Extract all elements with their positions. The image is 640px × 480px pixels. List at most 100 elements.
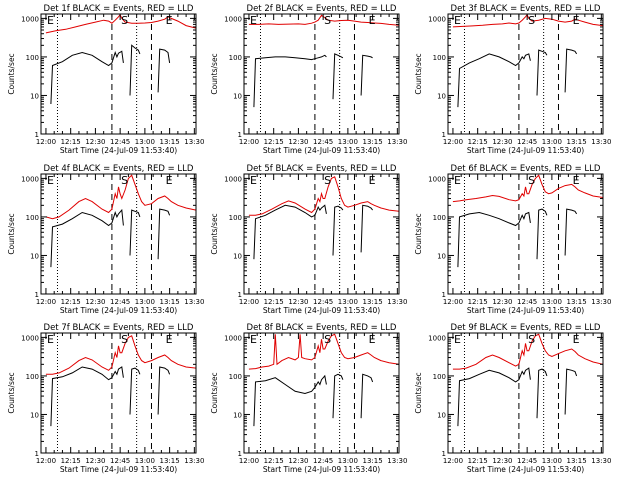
- panel-title: Det 1f BLACK = Events, RED = LLD: [44, 4, 194, 14]
- lld-series-line: [45, 13, 197, 34]
- x-tick-label: 13:30: [591, 457, 611, 465]
- events-series-line: [129, 367, 141, 415]
- x-tick-label: 13:30: [387, 457, 407, 465]
- x-tick-label: 13:15: [160, 138, 180, 146]
- y-tick-label: 1: [238, 450, 242, 458]
- y-tick-label: 1: [442, 450, 446, 458]
- y-tick-label: 1000: [428, 15, 446, 23]
- plot-frame: [447, 173, 604, 295]
- events-series-line: [253, 54, 327, 108]
- lld-series-line: [248, 176, 400, 216]
- x-tick-label: 12:45: [110, 298, 130, 306]
- panel-title: Det 3f BLACK = Events, RED = LLD: [451, 4, 601, 14]
- marker-label: E: [250, 14, 257, 27]
- x-tick-label: 12:30: [492, 298, 512, 306]
- x-tick-label: 12:45: [110, 457, 130, 465]
- events-series-line: [564, 368, 578, 415]
- plot-frame: [243, 332, 400, 454]
- events-series-line: [253, 204, 327, 260]
- y-tick-label: 1000: [224, 175, 242, 183]
- y-tick-label: 1: [238, 291, 242, 299]
- y-tick-label: 1: [35, 450, 39, 458]
- x-tick-label: 12:15: [61, 298, 81, 306]
- y-tick-label: 1000: [21, 15, 39, 23]
- y-axis-label: Counts/sec: [414, 213, 423, 254]
- marker-label: E: [573, 333, 580, 346]
- marker-label: E: [166, 174, 173, 187]
- marker-label: E: [47, 14, 54, 27]
- lld-series-line: [452, 174, 604, 203]
- x-tick-label: 12:45: [517, 298, 537, 306]
- x-tick-label: 12:15: [468, 457, 488, 465]
- x-axis-label: Start Time (24-Jul-09 11:53:40): [263, 306, 380, 315]
- events-series-line: [157, 48, 171, 93]
- panel-title: Det 8f BLACK = Events, RED = LLD: [247, 323, 397, 333]
- x-tick-label: 13:00: [338, 457, 358, 465]
- marker-label: S: [324, 14, 331, 27]
- y-axis-label: Counts/sec: [7, 53, 16, 94]
- x-tick-label: 12:30: [85, 138, 105, 146]
- x-tick-label: 13:15: [567, 457, 587, 465]
- marker-label: S: [121, 14, 128, 27]
- x-tick-label: 12:45: [517, 457, 537, 465]
- lld-series-line: [45, 335, 197, 375]
- y-tick-label: 100: [229, 54, 242, 62]
- y-tick-label: 10: [233, 252, 242, 260]
- marker-label: E: [573, 174, 580, 187]
- x-tick-label: 12:00: [36, 298, 56, 306]
- y-axis-label: Counts/sec: [414, 53, 423, 94]
- lld-series-line: [45, 174, 197, 220]
- x-tick-label: 12:00: [239, 138, 259, 146]
- events-series-line: [50, 50, 124, 105]
- x-tick-label: 13:00: [135, 298, 155, 306]
- x-tick-label: 13:15: [567, 138, 587, 146]
- plot-frame: [40, 13, 197, 135]
- events-series-line: [536, 49, 548, 96]
- x-tick-label: 12:45: [313, 298, 333, 306]
- y-tick-label: 1: [238, 131, 242, 139]
- lld-series-line: [248, 333, 400, 370]
- y-tick-label: 10: [437, 92, 446, 100]
- x-tick-label: 12:45: [110, 138, 130, 146]
- y-tick-label: 10: [30, 411, 39, 419]
- x-tick-label: 13:30: [387, 298, 407, 306]
- x-tick-label: 12:00: [239, 298, 259, 306]
- x-tick-label: 13:00: [338, 138, 358, 146]
- panel-title: Det 6f BLACK = Events, RED = LLD: [451, 164, 601, 174]
- events-series-line: [564, 48, 578, 93]
- x-axis-label: Start Time (24-Jul-09 11:53:40): [60, 306, 177, 315]
- events-series-line: [50, 366, 124, 427]
- plot-frame: [447, 13, 604, 135]
- events-series-line: [360, 54, 373, 96]
- x-tick-label: 13:30: [387, 138, 407, 146]
- x-tick-label: 13:00: [542, 457, 562, 465]
- y-tick-label: 100: [229, 373, 242, 381]
- y-tick-label: 10: [30, 92, 39, 100]
- x-tick-label: 12:00: [443, 457, 463, 465]
- panel-title: Det 7f BLACK = Events, RED = LLD: [44, 323, 194, 333]
- marker-label: E: [250, 174, 257, 187]
- x-tick-label: 13:00: [135, 457, 155, 465]
- y-axis-label: Counts/sec: [210, 213, 219, 254]
- events-series-line: [457, 211, 531, 268]
- events-series-line: [332, 373, 344, 419]
- y-tick-label: 100: [433, 214, 446, 222]
- marker-label: E: [454, 14, 461, 27]
- x-tick-label: 13:15: [160, 457, 180, 465]
- y-tick-label: 1000: [428, 334, 446, 342]
- events-series-line: [457, 367, 531, 427]
- x-tick-label: 13:00: [135, 138, 155, 146]
- y-axis-label: Counts/sec: [7, 372, 16, 413]
- x-tick-label: 12:30: [288, 138, 308, 146]
- x-tick-label: 12:15: [468, 298, 488, 306]
- events-series-line: [457, 53, 531, 108]
- marker-label: E: [250, 333, 257, 346]
- plot-frame: [243, 173, 400, 295]
- events-series-line: [360, 204, 373, 253]
- y-tick-label: 100: [433, 54, 446, 62]
- x-tick-label: 12:00: [239, 457, 259, 465]
